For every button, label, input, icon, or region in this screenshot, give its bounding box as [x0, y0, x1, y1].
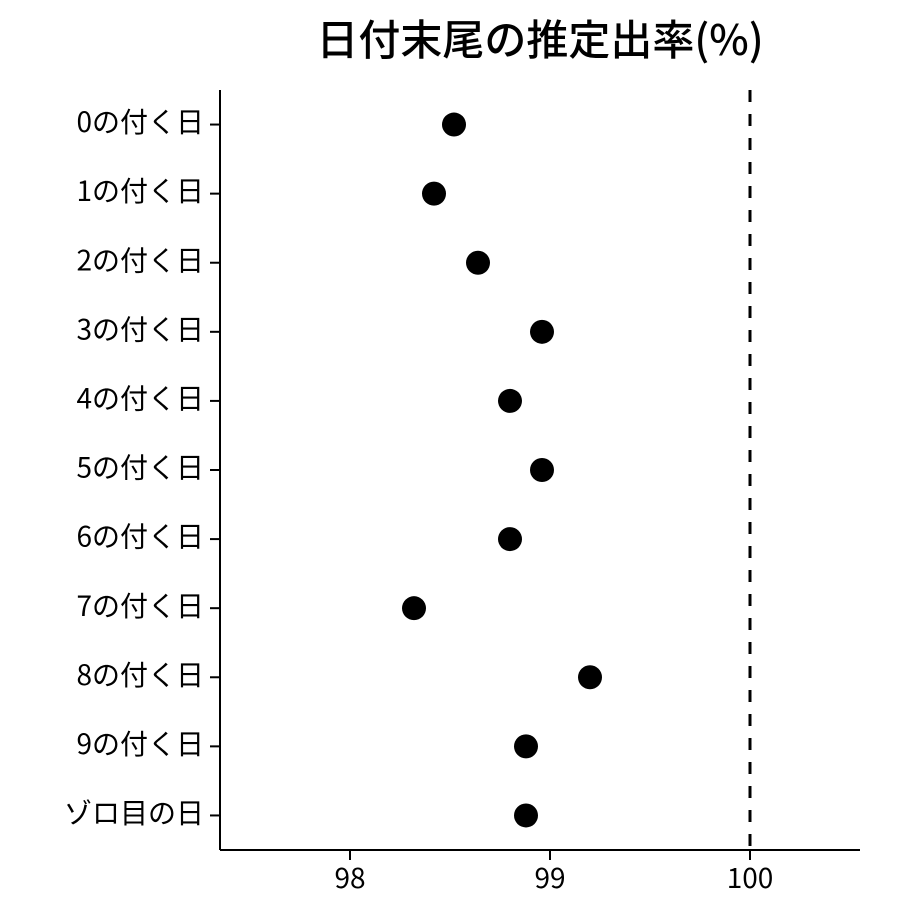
data-point [514, 734, 538, 758]
data-point [530, 458, 554, 482]
chart-title: 日付末尾の推定出率(%) [316, 7, 763, 68]
data-point [530, 320, 554, 344]
x-tick-label: 99 [534, 857, 565, 897]
y-tick-label: ゾロ目の日 [64, 792, 204, 832]
data-point [498, 389, 522, 413]
data-point [442, 113, 466, 137]
y-tick-label: 8の付く日 [76, 654, 204, 694]
y-tick-label: 1の付く日 [76, 170, 204, 210]
y-tick-label: 3の付く日 [76, 308, 204, 348]
y-tick-label: 2の付く日 [76, 239, 204, 279]
dot-plot-chart: 日付末尾の推定出率(%) 0の付く日 1の付く日 2の付く日 3の付く日 4の付く日 5の付… [0, 0, 900, 900]
y-tick-label: 0の付く日 [76, 101, 204, 141]
y-tick-label: 7の付く日 [76, 585, 204, 625]
y-tick-label: 4の付く日 [76, 378, 204, 418]
data-point [422, 182, 446, 206]
y-tick-label: 9の付く日 [76, 723, 204, 763]
x-tick-label: 98 [334, 857, 365, 897]
data-point [466, 251, 490, 275]
data-point [498, 527, 522, 551]
data-point [578, 665, 602, 689]
y-tick-label: 5の付く日 [76, 447, 204, 487]
y-tick-label: 6の付く日 [76, 516, 204, 556]
data-point [514, 803, 538, 827]
x-tick-label: 100 [727, 857, 774, 897]
data-point [402, 596, 426, 620]
